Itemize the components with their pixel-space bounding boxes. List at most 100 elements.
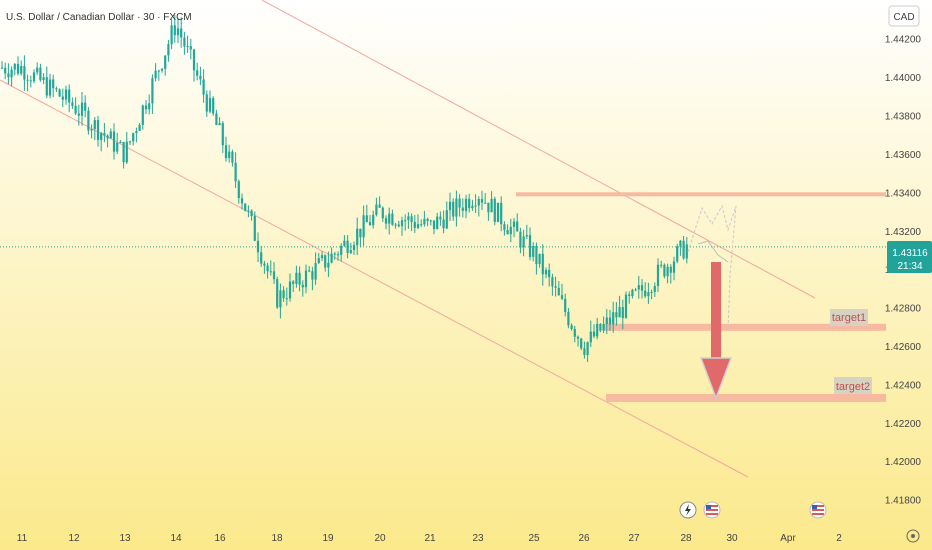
candle-body: [356, 228, 359, 246]
target1-label-text: target1: [832, 312, 866, 324]
candle-body: [240, 198, 244, 204]
candle-body: [359, 228, 362, 238]
candle-body: [500, 202, 503, 225]
candle-body: [650, 291, 653, 293]
candle-body: [106, 135, 109, 139]
candle-body: [368, 222, 372, 226]
candle-body: [26, 79, 29, 81]
candle-body: [288, 281, 292, 299]
candle-body: [132, 133, 135, 142]
us-flag-icon-apr[interactable]: [809, 501, 827, 519]
y-tick-label: 1.42000: [885, 457, 922, 468]
candle-body: [144, 105, 148, 110]
price-axis[interactable]: CAD 1.44200 1.44000 1.43800 1.43600 1.43400 1…: [885, 5, 922, 507]
candle-body: [304, 270, 308, 288]
candle-body: [445, 210, 448, 229]
time-axis[interactable]: 11 12 13 14 16 18 19 20 21 23 25 26 27 28 30 Apr 2: [17, 533, 842, 544]
candle-body: [660, 264, 663, 266]
candle-body: [180, 28, 183, 38]
down-arrow-head: [699, 357, 733, 401]
event-flash-icon[interactable]: [679, 501, 697, 519]
channel-upper-line: [261, 0, 816, 299]
candle-body: [199, 75, 202, 80]
candle-body: [628, 294, 631, 296]
candle-body: [416, 224, 420, 228]
events-icons[interactable]: [679, 501, 827, 519]
candle-body: [621, 307, 624, 319]
candle-body: [448, 201, 452, 211]
x-tick-label: 14: [170, 533, 182, 544]
candle-body: [282, 290, 285, 299]
candle-body: [148, 103, 151, 110]
candle-body: [0, 67, 4, 69]
candle-body: [400, 220, 404, 227]
candle-body: [285, 298, 288, 300]
candle-body: [71, 102, 74, 106]
candle-body: [631, 289, 634, 296]
candle-body: [474, 205, 477, 207]
x-tick-label: 25: [528, 533, 540, 544]
x-tick-label: 2: [836, 533, 842, 544]
candle-body: [119, 142, 122, 143]
candle-body: [186, 46, 189, 48]
candle-body: [45, 77, 48, 96]
candle-body: [116, 142, 119, 152]
candle-body: [266, 265, 269, 272]
chart-settings-icon[interactable]: [906, 529, 920, 543]
y-tick-label: 1.42600: [885, 342, 922, 353]
candle-body: [564, 298, 567, 312]
candle-body: [560, 295, 564, 299]
candle-body: [493, 198, 496, 222]
candlestick-series: [0, 14, 688, 362]
candle-body: [656, 264, 660, 286]
y-tick-label: 1.44200: [885, 35, 922, 46]
candle-body: [237, 181, 240, 199]
candle-body: [263, 263, 266, 266]
candle-body: [557, 287, 560, 296]
candle-body: [231, 151, 234, 163]
candle-body: [394, 224, 397, 226]
candle-body: [458, 198, 461, 208]
candle-body: [340, 245, 343, 255]
candle-body: [551, 277, 554, 287]
candle-body: [519, 231, 522, 248]
y-tick-label: 1.43200: [885, 227, 922, 238]
candle-body: [327, 262, 330, 268]
us-flag-icon[interactable]: [703, 501, 721, 519]
candle-body: [634, 289, 637, 291]
candle-body: [496, 202, 500, 222]
candle-body: [157, 70, 160, 72]
candle-body: [592, 331, 596, 337]
candle-body: [509, 226, 512, 235]
candle-body: [112, 131, 116, 152]
candle-body: [77, 113, 80, 116]
candle-body: [464, 198, 468, 211]
candle-body: [637, 285, 640, 290]
candle-body: [90, 129, 93, 131]
x-tick-label: 21: [424, 533, 436, 544]
y-tick-label: 1.43400: [885, 188, 922, 199]
candle-body: [554, 286, 557, 288]
candle-body: [52, 79, 55, 89]
candle-body: [314, 263, 317, 280]
candle-body: [672, 261, 676, 273]
candle-body: [343, 240, 346, 246]
candle-body: [164, 55, 167, 69]
candle-body: [13, 63, 16, 70]
candle-body: [522, 236, 525, 248]
candle-body: [39, 67, 42, 81]
candle-body: [48, 79, 52, 96]
candle-body: [420, 224, 423, 226]
target2-label: target2: [834, 377, 872, 394]
candle-body: [596, 323, 599, 337]
x-tick-label: 19: [322, 533, 334, 544]
candle-body: [477, 199, 480, 206]
candle-body: [388, 213, 391, 224]
candle-body: [484, 202, 487, 204]
price-badge: 1.43116 21:34: [887, 241, 932, 273]
candle-body: [122, 142, 125, 163]
candle-body: [138, 124, 141, 131]
candle-body: [10, 69, 13, 78]
